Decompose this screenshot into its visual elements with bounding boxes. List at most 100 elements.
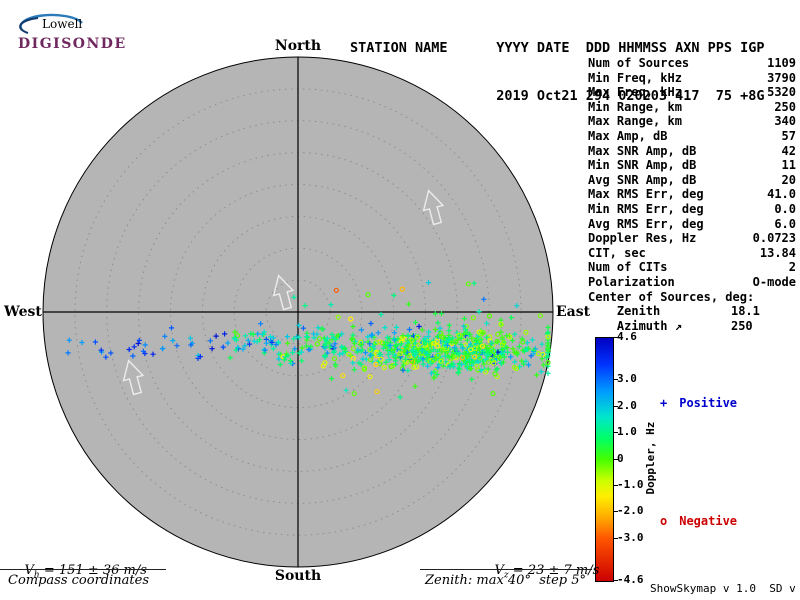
source-point-positive (422, 341, 428, 347)
stat-value: 0.0723 (752, 231, 796, 246)
source-point-positive (480, 358, 486, 364)
source-point-positive (469, 376, 475, 382)
source-point-negative (537, 313, 543, 319)
source-point-positive (240, 346, 246, 352)
source-point-negative (453, 355, 459, 361)
source-point-negative (479, 343, 485, 349)
source-point-negative (523, 329, 529, 335)
source-point-positive (425, 280, 432, 286)
source-point-positive (367, 352, 373, 358)
stat-label: Num of Sources (588, 56, 690, 70)
source-point-positive (397, 354, 404, 360)
stat-row: Num of Sources 1109 (588, 56, 796, 71)
negative-marker-icon: o (660, 514, 668, 528)
source-point-positive (296, 334, 302, 341)
source-point-positive (454, 351, 460, 357)
colorbar-tick-mark (613, 485, 618, 486)
source-point-positive (534, 372, 540, 378)
source-point-positive (329, 376, 335, 382)
source-point-positive (387, 342, 393, 348)
source-point-positive (281, 357, 287, 363)
source-point-positive (459, 361, 465, 367)
stat-row: Center of Sources, deg: (588, 290, 796, 305)
source-point-positive (431, 374, 437, 380)
source-point-negative (314, 341, 320, 347)
colorbar-title: Doppler, Hz (644, 421, 657, 495)
source-point-negative (418, 340, 424, 346)
stat-label: Num of CITs (588, 260, 668, 275)
vz-velocity-readout: Vz = 23 ± 7 m/s (494, 563, 600, 581)
source-point-positive (350, 323, 356, 330)
source-point-positive (248, 331, 254, 337)
colorbar-tick-label: 2.0 (617, 399, 637, 412)
source-point-positive (458, 341, 464, 348)
source-point-negative (340, 373, 346, 379)
source-point-positive (389, 347, 395, 353)
colorbar-tick-label: 4.6 (617, 330, 637, 343)
source-point-negative (474, 363, 480, 369)
source-point-positive (98, 347, 104, 353)
source-point-positive (425, 363, 431, 369)
source-point-negative (491, 348, 497, 354)
source-point-negative (365, 292, 371, 298)
source-point-positive (383, 359, 389, 365)
stat-row: Max Range, km 340 (588, 114, 796, 129)
source-point-positive (464, 337, 470, 343)
source-point-positive (545, 329, 551, 335)
stat-row: Doppler Res, Hz 0.0723 (588, 231, 796, 246)
source-point-positive (432, 311, 438, 317)
source-point-positive (545, 345, 551, 351)
source-point-positive (291, 294, 297, 300)
source-point-positive (335, 332, 341, 338)
stat-label: CIT, sec (588, 245, 646, 260)
colorbar-tick-mark (613, 538, 618, 539)
source-point-positive (431, 369, 437, 375)
compass-label-east: East (556, 304, 591, 320)
source-point-positive (455, 337, 461, 343)
source-point-positive (384, 340, 391, 346)
source-point-positive (452, 345, 458, 351)
source-point-positive (438, 311, 445, 317)
source-point-positive (512, 359, 518, 365)
source-point-positive (328, 302, 334, 308)
source-point-negative (333, 287, 339, 293)
legend-negative-label: Negative (679, 514, 738, 528)
source-point-positive (378, 311, 384, 318)
source-point-positive (412, 383, 418, 389)
source-point-positive (351, 367, 357, 373)
source-point-positive (227, 355, 233, 361)
arrow-icon (422, 189, 445, 226)
source-point-positive (449, 361, 455, 367)
source-point-negative (459, 355, 465, 361)
source-point-negative (456, 332, 462, 338)
source-point-positive (79, 339, 85, 346)
source-point-positive (513, 350, 519, 356)
source-point-positive (420, 338, 427, 344)
source-point-positive (355, 347, 361, 353)
source-point-negative (408, 342, 414, 348)
stat-row: Min SNR Amp, dB 11 (588, 158, 796, 173)
source-point-positive (519, 336, 525, 342)
source-point-positive (484, 352, 490, 358)
source-point-positive (508, 354, 514, 360)
source-point-positive (368, 332, 374, 338)
source-point-positive (393, 324, 400, 330)
source-point-positive (262, 347, 268, 353)
stat-label: Min SNR Amp, dB (588, 158, 697, 173)
stat-label: Max RMS Err, deg (588, 187, 704, 202)
source-point-positive (367, 341, 373, 347)
stat-value: 2 (788, 260, 796, 275)
stat-row: Avg RMS Err, deg 6.0 (588, 217, 796, 232)
source-point-negative (472, 345, 478, 351)
source-point-positive (473, 337, 479, 343)
source-point-positive (481, 361, 487, 367)
source-point-positive (437, 325, 443, 331)
source-point-positive (419, 327, 425, 333)
colorbar-tick-mark (613, 459, 618, 460)
source-point-positive (362, 350, 369, 356)
stat-value: 250 (730, 318, 796, 333)
logo-swoosh-icon: Lowell (19, 13, 83, 34)
source-point-positive (444, 342, 450, 348)
source-point-positive (419, 348, 425, 354)
